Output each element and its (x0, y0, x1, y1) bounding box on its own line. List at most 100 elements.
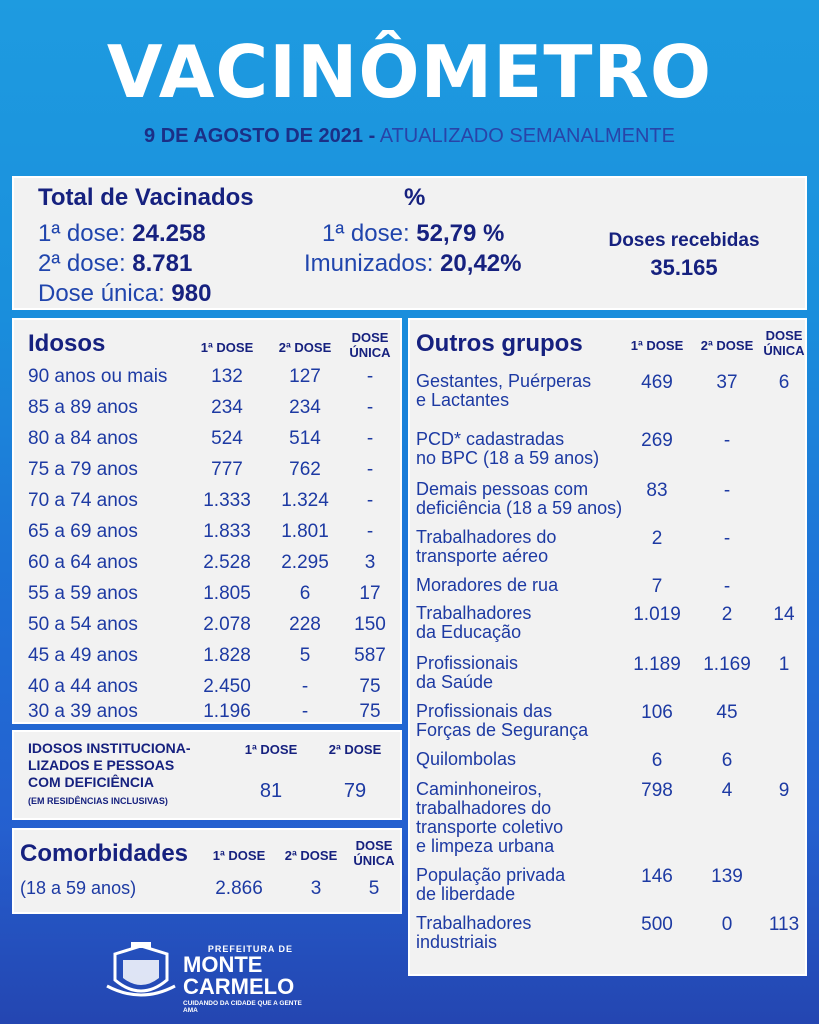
outros-row-dose1: 469 (641, 372, 673, 393)
institucional-subtitle: (EM RESIDÊNCIAS INCLUSIVAS) (28, 796, 168, 806)
logo-name-line2: CARMELO (183, 974, 295, 999)
logo-slogan: CUIDANDO DA CIDADE QUE A GENTE AMA (183, 1000, 302, 1014)
institucional-title-line1: IDOSOS INSTITUCIONA- (28, 740, 191, 756)
pct-immunized: Imunizados: 20,42% (304, 250, 521, 278)
total-dose2-value: 8.781 (132, 250, 193, 277)
outros-row-single: 9 (778, 780, 790, 801)
idosos-row: 75 a 79 anos 777 762 - (14, 459, 400, 490)
outros-col-single: DOSE ÚNICA (763, 328, 805, 358)
outros-row-label: Caminhoneiros, trabalhadores do transpor… (416, 779, 564, 856)
idosos-row-dose2: 1.324 (281, 490, 329, 511)
outros-row-label: PCD* cadastradas no BPC (18 a 59 anos) (416, 429, 600, 468)
idosos-row-label: 65 a 69 anos (28, 521, 138, 542)
comorbidades-col-single: DOSE ÚNICA (353, 838, 395, 868)
idosos-row-dose1: 1.805 (203, 583, 251, 604)
idosos-row-dose2: 5 (299, 645, 311, 666)
total-dose2: 2ª dose: 8.781 (38, 250, 192, 278)
idosos-row: 45 a 49 anos 1.828 5 587 (14, 645, 400, 676)
idosos-row-dose2: - (301, 676, 309, 697)
idosos-row-dose2: 228 (289, 614, 321, 635)
idosos-row-label: 60 a 64 anos (28, 552, 138, 573)
report-date: 9 DE AGOSTO DE 2021 - (144, 125, 376, 147)
idosos-panel: Idosos 1ª DOSE 2ª DOSE DOSE ÚNICA 90 ano… (12, 318, 402, 724)
idosos-row-dose1: 2.450 (203, 676, 251, 697)
idosos-row-label: 75 a 79 anos (28, 459, 138, 480)
logo-text: PREFEITURA DE MONTE CARMELO CUIDANDO DA … (183, 944, 310, 1014)
idosos-row-label: 40 a 44 anos (28, 676, 138, 697)
idosos-row-single: - (366, 490, 374, 511)
idosos-row-dose1: 524 (211, 428, 243, 449)
idosos-row: 80 a 84 anos 524 514 - (14, 428, 400, 459)
idosos-row-single: - (366, 366, 374, 387)
idosos-row-single: - (366, 428, 374, 449)
idosos-row-dose1: 1.196 (203, 701, 251, 722)
idosos-row-dose2: 234 (289, 397, 321, 418)
total-dose1: 1ª dose: 24.258 (38, 220, 206, 248)
comorbidades-single-value: 5 (368, 878, 380, 899)
idosos-col-single: DOSE ÚNICA (349, 330, 391, 360)
total-dose2-label: 2ª dose: (38, 250, 126, 277)
outros-title: Outros grupos (416, 330, 583, 357)
idosos-row-dose2: 762 (289, 459, 321, 480)
outros-row-single: 1 (778, 654, 790, 675)
outros-row-dose1: 1.019 (633, 604, 681, 625)
outros-row-dose1: 500 (641, 914, 673, 935)
percent-heading: % (404, 184, 426, 211)
idosos-row-dose1: 2.528 (203, 552, 251, 573)
outros-row-single: 6 (778, 372, 790, 393)
comorbidades-panel: Comorbidades 1ª DOSE 2ª DOSE DOSE ÚNICA … (12, 828, 402, 914)
update-note: ATUALIZADO SEMANALMENTE (379, 125, 675, 147)
idosos-row-single: 17 (359, 583, 381, 604)
comorbidades-dose2-value: 3 (310, 878, 322, 899)
idosos-row-single: 75 (359, 701, 381, 722)
outros-row-label: Demais pessoas com deficiência (18 a 59 … (416, 479, 623, 518)
outros-row-label: Trabalhadores do transporte aéreo (416, 527, 557, 566)
idosos-row-single: 587 (354, 645, 386, 666)
comorbidades-dose1-value: 2.866 (215, 878, 263, 899)
idosos-row-dose1: 777 (211, 459, 243, 480)
outros-row-label: Trabalhadores industriais (416, 913, 532, 952)
outros-row-dose1: 269 (641, 430, 673, 451)
idosos-row: 90 anos ou mais 132 127 - (14, 366, 400, 397)
institucional-title-line2: LIZADOS E PESSOAS (28, 757, 175, 773)
pct-dose1-value: 52,79 % (416, 220, 505, 247)
pct-dose1: 1ª dose: 52,79 % (322, 220, 504, 248)
outros-row-label: Quilombolas (416, 749, 517, 769)
idosos-row-dose2: 1.801 (281, 521, 329, 542)
outros-row-dose2: 1.169 (703, 654, 751, 675)
idosos-row-single: 3 (364, 552, 376, 573)
outros-row-dose2: - (723, 430, 731, 451)
city-logo: PREFEITURA DE MONTE CARMELO CUIDANDO DA … (105, 940, 310, 1014)
outros-row-dose1: 1.189 (633, 654, 681, 675)
idosos-row-dose1: 1.833 (203, 521, 251, 542)
outros-row-dose2: 6 (721, 750, 733, 771)
total-dose1-label: 1ª dose: (38, 220, 126, 247)
idosos-row-label: 70 a 74 anos (28, 490, 138, 511)
totals-heading: Total de Vacinados (38, 184, 254, 211)
total-single: Dose única: 980 (38, 280, 211, 308)
idosos-row: 30 a 39 anos 1.196 - 75 (14, 701, 400, 732)
logo-prefix: PREFEITURA DE (207, 944, 293, 954)
outros-row-dose1: 83 (646, 480, 668, 501)
idosos-row-label: 30 a 39 anos (28, 701, 138, 722)
outros-row-single: 14 (773, 604, 795, 625)
idosos-row-dose1: 1.333 (203, 490, 251, 511)
comorbidades-age-label: (18 a 59 anos) (20, 878, 137, 898)
idosos-row-label: 90 anos ou mais (28, 366, 168, 387)
idosos-row: 85 a 89 anos 234 234 - (14, 397, 400, 428)
outros-row-label: Profissionais das Forças de Segurança (416, 701, 589, 740)
outros-row-dose1: 7 (651, 576, 663, 597)
idosos-row-dose2: 514 (289, 428, 321, 449)
idosos-row: 55 a 59 anos 1.805 6 17 (14, 583, 400, 614)
institucional-dose1-value: 81 (259, 780, 283, 802)
totals-panel: Total de Vacinados % 1ª dose: 24.258 2ª … (12, 176, 807, 310)
idosos-row-dose1: 234 (211, 397, 243, 418)
outros-row-label: Trabalhadores da Educação (416, 603, 532, 642)
institucional-dose2-value: 79 (343, 780, 367, 802)
outros-row-dose2: 0 (721, 914, 733, 935)
page-title: VACINÔMETRO (106, 30, 713, 114)
institucional-title-line3: COM DEFICIÊNCIA (28, 774, 154, 790)
idosos-row-single: 150 (354, 614, 386, 635)
idosos-row-dose2: - (301, 701, 309, 722)
outros-row-dose2: 37 (716, 372, 738, 393)
